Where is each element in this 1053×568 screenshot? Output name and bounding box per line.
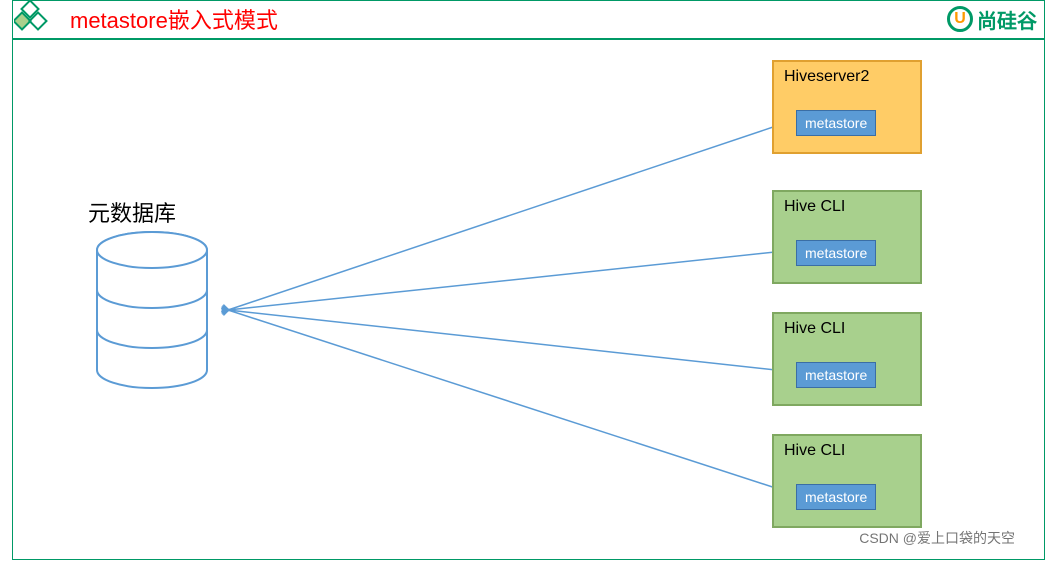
- metastore-box: metastore: [796, 362, 876, 388]
- node-hiveserver2: Hiveserver2 metastore: [772, 60, 922, 154]
- database-label: 元数据库: [88, 196, 176, 228]
- metastore-label: metastore: [805, 489, 867, 505]
- node-hivecli: Hive CLI metastore: [772, 434, 922, 528]
- metastore-box: metastore: [796, 484, 876, 510]
- node-title: Hive CLI: [784, 442, 910, 460]
- node-title: Hive CLI: [784, 198, 910, 216]
- node-hivecli: Hive CLI metastore: [772, 312, 922, 406]
- metastore-label: metastore: [805, 367, 867, 383]
- slide-header: metastore嵌入式模式 U 尚硅谷: [12, 0, 1045, 40]
- logo-right-text: 尚硅谷: [977, 5, 1037, 34]
- node-title: Hiveserver2: [784, 68, 910, 86]
- node-hivecli: Hive CLI metastore: [772, 190, 922, 284]
- logo-right: U 尚硅谷: [947, 5, 1037, 34]
- logo-right-badge-icon: U: [947, 6, 973, 32]
- metastore-box: metastore: [796, 240, 876, 266]
- logo-left-icon: [12, 0, 52, 39]
- metastore-label: metastore: [805, 115, 867, 131]
- node-title: Hive CLI: [784, 320, 910, 338]
- watermark-text: CSDN @爱上口袋的天空: [859, 528, 1015, 548]
- slide-title: metastore嵌入式模式: [70, 3, 278, 35]
- database-icon: [97, 232, 207, 388]
- diagram-canvas: 元数据库 Hiveserver2 metastore Hive CLI meta…: [12, 40, 1045, 560]
- metastore-box: metastore: [796, 110, 876, 136]
- metastore-label: metastore: [805, 245, 867, 261]
